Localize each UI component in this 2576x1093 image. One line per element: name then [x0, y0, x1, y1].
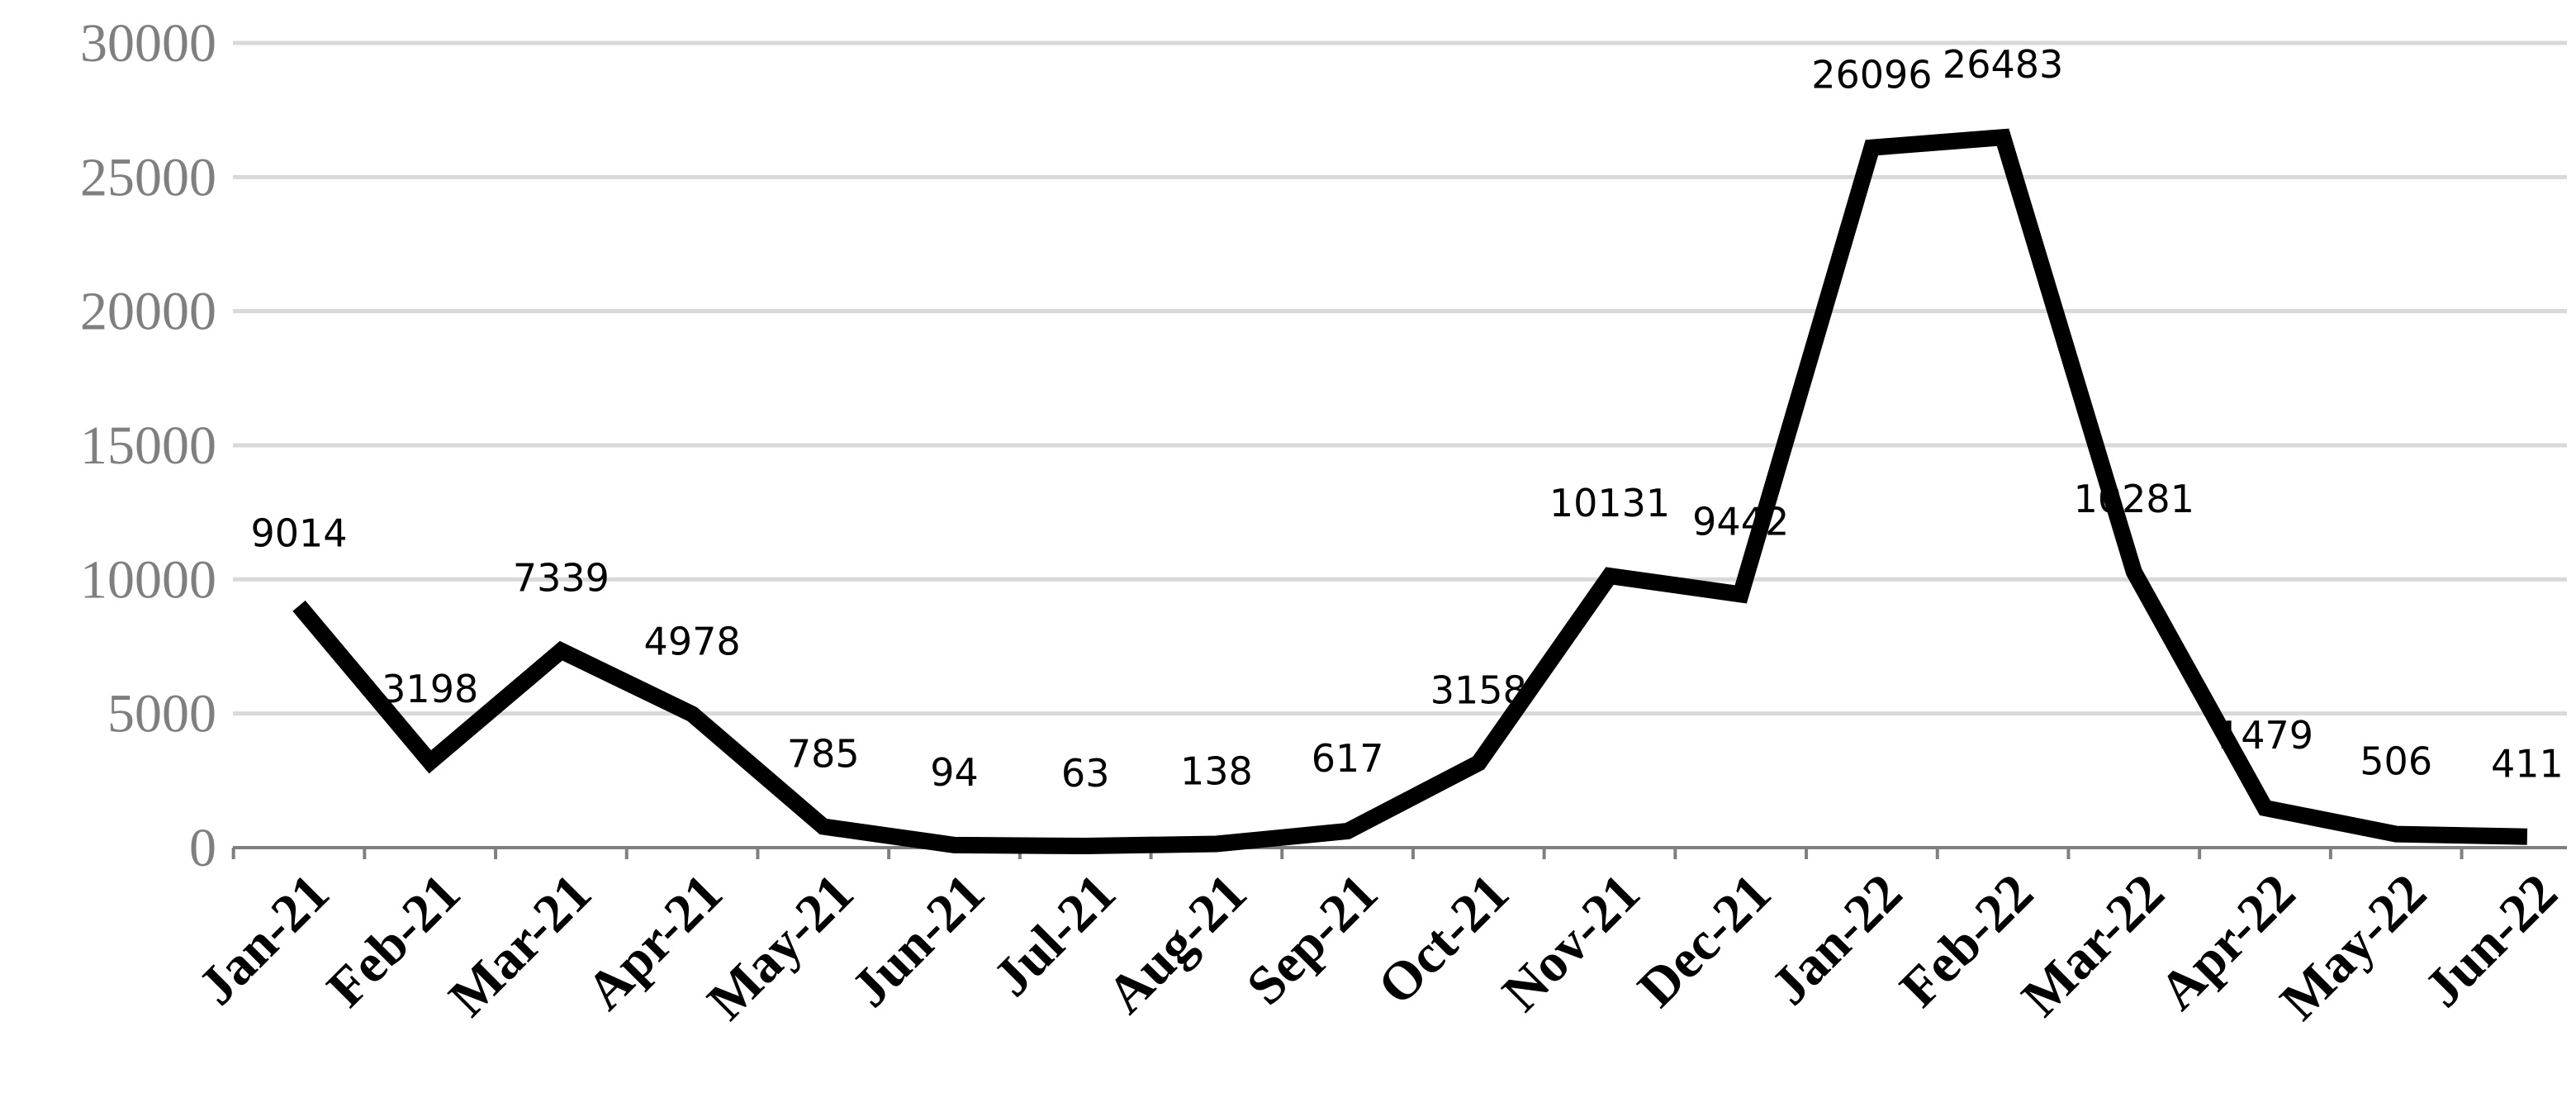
x-tick-label-aug-21: Aug-21	[1096, 863, 1259, 1025]
x-tick-label-nov-21: Nov-21	[1491, 863, 1651, 1023]
data-label-jun-21: 94	[930, 750, 979, 795]
data-label-jun-22: 411	[2491, 742, 2564, 786]
y-tick-label-15000: 15000	[80, 416, 216, 476]
gridlines	[233, 40, 2567, 716]
data-label-nov-21: 10131	[1549, 481, 1670, 525]
data-label-feb-22: 26483	[1943, 42, 2063, 87]
x-tick-label-mar-21: Mar-21	[438, 863, 603, 1028]
x-tick-label-mar-22: Mar-22	[2010, 863, 2175, 1028]
data-label-jan-22: 26096	[1811, 53, 1932, 97]
x-tick-label-may-22: May-22	[2269, 863, 2438, 1032]
x-tick-label-oct-21: Oct-21	[1367, 863, 1520, 1016]
data-label-may-22: 506	[2360, 739, 2432, 784]
y-tick-label-30000: 30000	[80, 13, 216, 74]
y-tick-label-20000: 20000	[80, 282, 216, 342]
y-axis-tick-labels: 0 5000 10000 15000 20000 25000 30000	[80, 13, 216, 878]
data-label-dec-21: 9442	[1692, 499, 1789, 544]
data-label-mar-22: 10281	[2074, 477, 2194, 521]
x-axis-tick-labels: Jan-21Feb-21Mar-21Apr-21May-21Jun-21Jul-…	[187, 863, 2569, 1032]
x-tick-label-dec-21: Dec-21	[1626, 863, 1782, 1019]
y-tick-label-10000: 10000	[80, 549, 216, 610]
x-tick-label-jan-22: Jan-22	[1760, 863, 1914, 1016]
data-label-jan-21: 9014	[250, 511, 347, 555]
x-tick-label-jun-21: Jun-21	[840, 863, 996, 1019]
y-tick-label-0: 0	[189, 818, 216, 878]
x-axis	[231, 846, 2567, 859]
data-labels: 9014 3198 7339 4978 785 94 63 138 617 3158 10131 94…	[250, 42, 2563, 796]
x-tick-label-jan-21: Jan-21	[187, 863, 340, 1016]
data-label-may-21: 785	[787, 732, 860, 777]
data-label-mar-21: 7339	[513, 556, 610, 601]
x-tick-label-sep-21: Sep-21	[1236, 863, 1389, 1016]
data-label-apr-21: 4978	[644, 619, 741, 663]
x-tick-label-may-21: May-21	[696, 863, 866, 1032]
data-label-feb-21: 3198	[382, 667, 478, 711]
y-tick-label-25000: 25000	[80, 147, 216, 207]
data-label-apr-22: 1479	[2217, 713, 2313, 758]
series-layer	[292, 128, 2528, 855]
y-tick-label-5000: 5000	[107, 684, 216, 744]
data-label-oct-21: 3158	[1430, 668, 1527, 712]
series-line-0	[292, 128, 2528, 855]
data-label-aug-21: 138	[1180, 749, 1253, 794]
data-label-sep-21: 617	[1312, 736, 1384, 781]
x-tick-label-jun-22: Jun-22	[2412, 863, 2569, 1019]
data-label-jul-21: 63	[1061, 751, 1110, 796]
